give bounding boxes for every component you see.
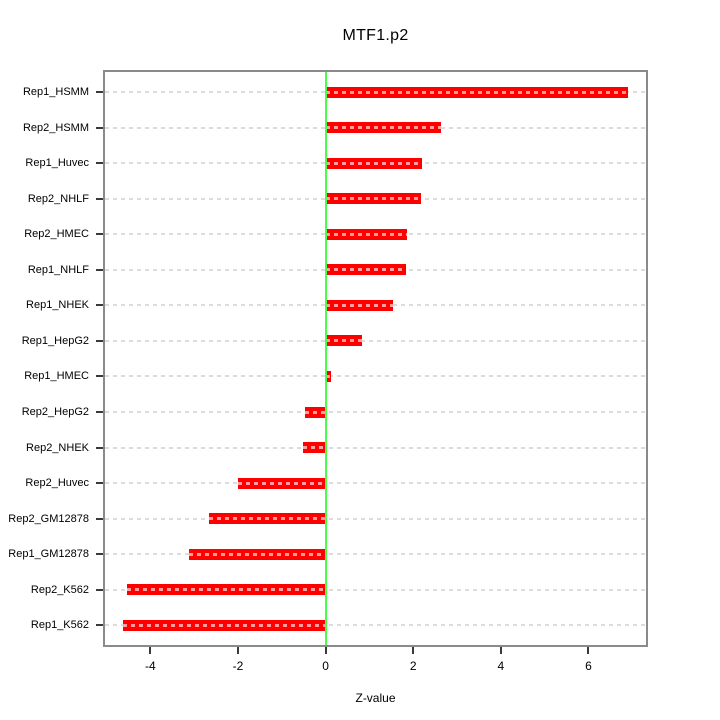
y-axis-label: Rep2_HepG2: [21, 406, 89, 419]
x-axis-tick: [587, 647, 590, 654]
y-axis-label: Rep2_HMEC: [24, 228, 89, 241]
bar-stripe: [325, 268, 406, 272]
x-axis-tick: [149, 647, 152, 654]
bar-stripe: [126, 588, 326, 592]
gridline: [105, 553, 646, 556]
gridline: [105, 446, 646, 449]
y-axis-label: Rep1_HepG2: [21, 334, 89, 347]
y-axis-tick: [96, 624, 103, 627]
y-axis-label: Rep1_HMEC: [24, 370, 89, 383]
y-axis-tick: [96, 446, 103, 449]
x-axis-title: Z-value: [355, 691, 396, 705]
x-axis-tick: [499, 647, 502, 654]
y-axis-label: Rep1_HSMM: [22, 86, 89, 98]
y-axis-label: Rep1_GM12878: [8, 548, 89, 561]
y-axis-tick: [96, 233, 103, 236]
x-axis-tick-label: 2: [409, 659, 417, 673]
bar-stripe: [325, 232, 408, 236]
y-axis-label: Rep1_NHLF: [27, 263, 89, 276]
y-axis-tick: [96, 91, 103, 93]
y-axis-label: Rep2_NHLF: [27, 192, 89, 205]
x-axis-tick: [236, 647, 239, 654]
y-axis-label: Rep1_Huvec: [25, 157, 89, 170]
bar-stripe: [325, 90, 628, 94]
y-axis-tick: [96, 482, 103, 485]
x-axis-tick: [324, 647, 327, 654]
y-axis-label: Rep2_Huvec: [25, 477, 89, 490]
y-axis-tick: [96, 411, 103, 414]
x-axis-tick-label: 0: [322, 659, 329, 673]
y-axis-tick: [96, 553, 103, 556]
y-axis-label: Rep2_HSMM: [22, 121, 89, 134]
y-axis-tick: [96, 268, 103, 271]
gridline: [105, 482, 646, 485]
bar-stripe: [325, 126, 441, 130]
gridline: [105, 517, 646, 520]
y-axis-tick: [96, 197, 103, 200]
y-axis-tick: [96, 126, 103, 129]
y-axis-label: Rep2_GM12878: [8, 512, 89, 525]
x-axis-tick: [412, 647, 415, 654]
bar-stripe: [325, 374, 331, 378]
bar-stripe: [123, 623, 326, 627]
gridline: [105, 375, 646, 378]
gridline: [105, 624, 646, 627]
bar-stripe: [237, 481, 326, 485]
bar-stripe: [303, 446, 326, 450]
y-axis-label: Rep1_K562: [30, 619, 89, 632]
chart-title: MTF1.p2: [342, 27, 409, 44]
y-axis-tick: [96, 162, 103, 165]
y-axis-tick: [96, 375, 103, 378]
bar-stripe: [304, 410, 326, 414]
y-axis-tick: [96, 588, 103, 591]
x-axis-tick-label: -4: [144, 659, 156, 673]
y-axis-label: Rep1_NHEK: [26, 299, 89, 312]
zero-line: [324, 72, 327, 645]
x-axis-tick-label: 6: [585, 659, 592, 673]
y-axis-tick: [96, 339, 103, 342]
y-axis-tick: [96, 304, 103, 307]
bar-stripe: [325, 339, 363, 343]
gridline: [105, 411, 646, 414]
y-axis-tick: [96, 517, 103, 520]
x-axis-tick-label: -2: [232, 659, 244, 673]
x-axis-tick-label: 4: [497, 659, 505, 673]
y-axis-label: Rep2_NHEK: [26, 441, 89, 454]
gridline: [105, 588, 646, 591]
bar-stripe: [325, 161, 423, 165]
gridline: [105, 339, 646, 342]
y-axis-label: Rep2_K562: [30, 583, 89, 596]
bar-stripe: [325, 197, 422, 201]
bar-stripe: [325, 303, 394, 307]
bar-stripe: [189, 552, 326, 556]
bar-stripe: [209, 517, 326, 521]
